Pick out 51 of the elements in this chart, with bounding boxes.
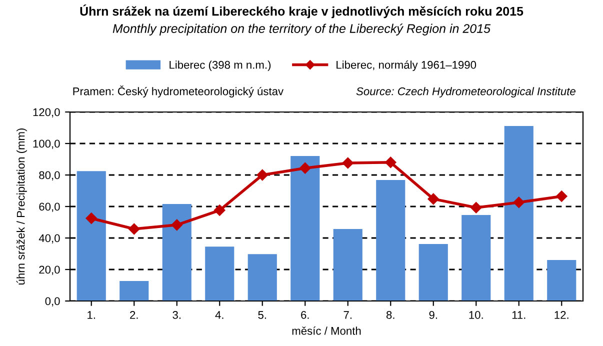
bar xyxy=(462,215,491,301)
y-tick-label: 60,0 xyxy=(39,202,60,212)
bar xyxy=(120,281,149,301)
x-tick-label: 3. xyxy=(172,311,180,319)
point xyxy=(556,190,568,202)
point xyxy=(428,193,439,205)
point xyxy=(128,223,140,235)
y-tick-label: 80,0 xyxy=(39,171,60,180)
x-tick-label: 10. xyxy=(469,311,483,319)
x-tick-label: 9. xyxy=(429,311,437,319)
point xyxy=(171,219,182,231)
x-tick-label: 8. xyxy=(386,311,394,319)
bar xyxy=(547,260,576,301)
legend-label: Liberec (398 m n.m.) xyxy=(170,60,271,71)
point xyxy=(300,162,311,174)
point xyxy=(256,169,268,181)
x-tick-label: 4. xyxy=(215,311,224,319)
x-tick-label: 1. xyxy=(88,311,95,319)
y-tick-label: 20,0 xyxy=(39,266,60,275)
bar xyxy=(290,156,320,301)
y-tick-label: 100,0 xyxy=(33,140,60,149)
bar xyxy=(248,254,277,301)
y-tick-label: 0,0 xyxy=(45,297,60,306)
bar xyxy=(205,246,234,301)
point xyxy=(86,212,97,224)
point xyxy=(513,196,524,208)
y-axis-title: úhrn srážek / Precipitation (mm) xyxy=(16,128,27,284)
bar xyxy=(76,171,106,301)
x-tick-label: 11. xyxy=(512,311,526,319)
bar xyxy=(376,180,406,301)
bar xyxy=(418,244,448,301)
point xyxy=(342,157,354,169)
bar xyxy=(162,204,192,301)
chart-subtitle: Monthly precipitation on the territory of the Liberecký Region in 2015 xyxy=(112,24,491,36)
x-tick-label: 2. xyxy=(130,311,138,319)
chart-title: Úhrn srážek na území Libereckého kraje v jednotlivých měsících roku 2015 xyxy=(80,4,524,18)
x-tick-label: 7. xyxy=(344,311,352,319)
legend-label: Liberec, normály 1961–1990 xyxy=(336,60,476,71)
source-note: Source: Czech Hydrometeorological Institute xyxy=(356,87,576,98)
y-tick-label: 40,0 xyxy=(38,234,60,244)
point xyxy=(385,156,396,168)
x-tick-label: 12. xyxy=(554,311,568,319)
y-tick-label: 120,0 xyxy=(33,108,60,118)
point xyxy=(214,204,226,216)
bar xyxy=(504,126,534,301)
x-tick-label: 6. xyxy=(301,311,309,319)
point xyxy=(470,202,482,214)
x-tick-label: 5. xyxy=(258,311,266,319)
x-axis-title: měsíc / Month xyxy=(292,326,361,335)
text: Pramen: Český hydrometeorologický ústav xyxy=(73,85,284,98)
bar xyxy=(333,229,362,301)
